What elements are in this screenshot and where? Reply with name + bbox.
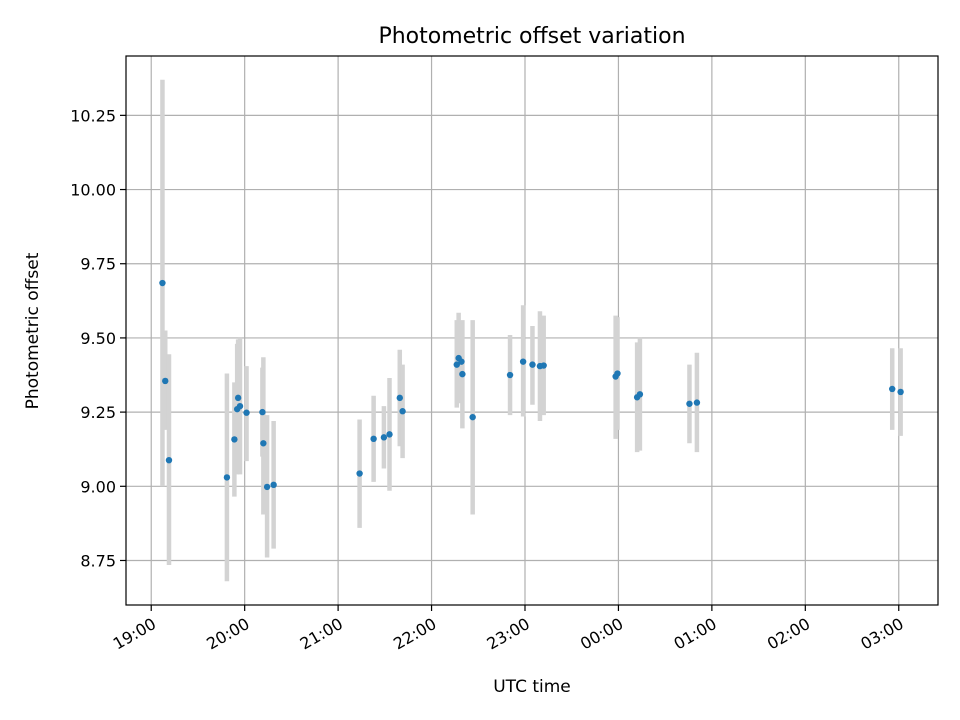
data-points [159, 279, 904, 491]
data-point [270, 481, 277, 489]
data-point [506, 371, 514, 379]
x-tick-label: 22:00 [390, 614, 439, 654]
data-point [529, 361, 536, 368]
data-point [162, 377, 169, 385]
y-axis-ticks: 8.75 9.00 9.25 9.50 9.75 10.00 10.25 [70, 106, 126, 570]
data-point [231, 436, 238, 443]
y-tick-label: 9.50 [80, 329, 116, 348]
data-point [234, 394, 242, 402]
data-point [165, 456, 173, 464]
data-point [459, 370, 466, 378]
data-point [370, 435, 377, 443]
data-point [396, 394, 403, 402]
data-point [236, 402, 244, 410]
data-point [380, 434, 388, 441]
x-tick-label: 23:00 [484, 614, 533, 654]
y-axis-label: Photometric offset [23, 252, 43, 409]
data-point [693, 399, 701, 406]
data-point [889, 385, 896, 393]
data-point [458, 358, 465, 365]
y-tick-label: 9.25 [80, 403, 116, 422]
x-axis-label: UTC time [493, 677, 571, 697]
data-point [243, 409, 250, 416]
x-tick-label: 19:00 [110, 614, 159, 654]
data-point [519, 358, 527, 365]
data-point [399, 408, 406, 415]
data-point [897, 388, 904, 396]
data-point [636, 391, 644, 398]
y-tick-label: 8.75 [80, 551, 116, 570]
plot-frame [125, 55, 939, 606]
data-point [263, 483, 271, 491]
y-tick-label: 10.25 [70, 106, 116, 125]
data-point [686, 400, 693, 407]
data-point [260, 440, 267, 447]
data-point [356, 470, 363, 477]
x-tick-label: 02:00 [764, 614, 813, 654]
data-point [259, 408, 266, 416]
error-bars [160, 79, 903, 582]
data-point [614, 370, 621, 377]
x-tick-label: 20:00 [203, 614, 252, 654]
chart-title: Photometric offset variation [378, 24, 685, 49]
x-tick-label: 21:00 [297, 614, 346, 654]
y-tick-label: 9.75 [80, 255, 116, 274]
y-tick-label: 9.00 [80, 477, 116, 496]
data-point [469, 413, 476, 421]
x-axis-ticks: 19:00 20:00 21:00 22:00 23:00 00:00 01:00 02:00… [110, 605, 907, 654]
data-point [223, 474, 231, 481]
data-point [540, 362, 547, 369]
data-point [453, 361, 460, 368]
data-point [159, 279, 166, 287]
x-tick-label: 00:00 [577, 614, 626, 654]
y-tick-label: 10.00 [70, 181, 116, 200]
x-tick-label: 03:00 [857, 614, 906, 654]
data-point [386, 431, 393, 438]
x-tick-label: 01:00 [670, 614, 719, 654]
